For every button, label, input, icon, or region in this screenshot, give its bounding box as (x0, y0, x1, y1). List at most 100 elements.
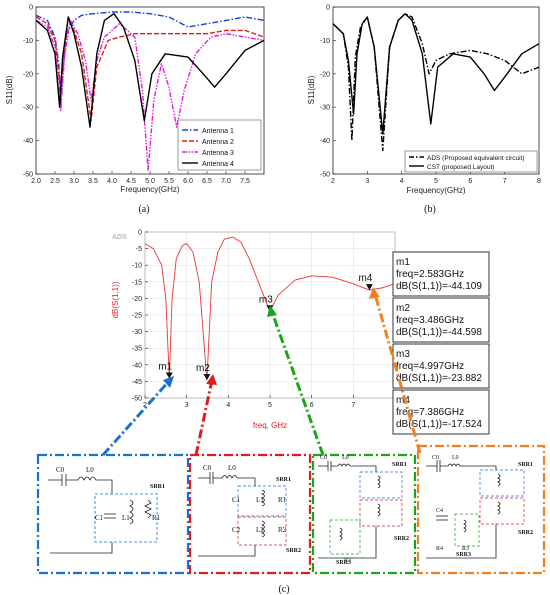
y-tick-label: -50 (320, 172, 330, 179)
x-tick-label: 2 (331, 178, 335, 185)
arrowhead-m3 (267, 305, 277, 317)
marker-label-m3: m3 (259, 294, 273, 305)
y-tick-label: -10 (132, 263, 142, 270)
series-line-2 (332, 13, 540, 135)
srr2-region-3 (359, 499, 403, 527)
connector-arrow-m2 (194, 379, 214, 456)
y-tick-label: -40 (23, 138, 33, 145)
legend-label-antenna-2: Antenna 2 (202, 139, 234, 146)
label-c0: C0 (56, 466, 65, 474)
x-tick-label: 3.0 (69, 178, 79, 185)
label-r1: R1 (152, 514, 161, 522)
panel-c-chart: ADS 23456780-5-10-15-20-25-30-35-40-45-5… (111, 230, 490, 435)
label-r3-3: R3 (344, 558, 351, 564)
marker-box-m4-db: dB(S(1,1))=-17.524 (396, 419, 482, 430)
label-l1: L1 (122, 514, 130, 522)
label-l0-3: L0 (342, 455, 349, 461)
inductor-l1-symbol-2 (260, 489, 265, 507)
arrowhead-m1 (163, 376, 174, 388)
circuit-box-2: C0 L0 SRR1 SRR2 C1 L1 R1 C2 L2 R2 (188, 453, 312, 575)
marker-label-m1: m1 (158, 361, 172, 372)
connector-arrow-m4 (373, 293, 422, 454)
circuit-box-3: C0 L0 SRR1 SRR2 SRR3 R3 (311, 453, 417, 575)
marker-triangle-m4 (365, 284, 373, 291)
marker-triangle-m1 (165, 372, 173, 379)
x-tick-label: 7.0 (221, 178, 231, 185)
series-line-1 (144, 236, 396, 381)
x-tick-label: 6 (468, 178, 472, 185)
marker-label-m2: m2 (196, 363, 210, 374)
x-tick-label: 7.5 (240, 178, 250, 185)
x-tick-label: 5 (268, 402, 272, 409)
x-tick-label: 5 (434, 178, 438, 185)
label-r2-2: R2 (278, 526, 287, 534)
label-c1-2: C1 (232, 496, 241, 504)
panel-a-ylabel: S11(dB) (5, 75, 14, 104)
y-tick-label: -15 (132, 279, 142, 286)
label-l0: L0 (86, 466, 94, 474)
x-tick-label: 6.0 (183, 178, 193, 185)
srr1-region (94, 493, 158, 543)
panel-b-legend-box (404, 150, 538, 173)
label-c0-3: C0 (320, 455, 327, 461)
label-srr2-4: SRR2 (518, 530, 533, 536)
series-line-3 (35, 19, 265, 172)
x-tick-label: 3 (185, 402, 189, 409)
x-tick-label: 2.0 (31, 178, 41, 185)
circuit-box-1-frame (36, 453, 190, 575)
label-srr1-2: SRR1 (276, 477, 291, 483)
panel-a-xlabel: Frequency(GHz) (120, 185, 179, 194)
panel-b-xlabel: Frequency(GHz) (406, 186, 465, 195)
panel-b-legend: ADS (Proposed equivalent circuit) CST (p… (404, 150, 538, 173)
circuit-box-4: C0 L0 SRR1 SRR2 SRR3 C4 R4 R3 (416, 444, 546, 575)
x-tick-label: 6.5 (202, 178, 212, 185)
y-tick-label: -20 (320, 71, 330, 78)
marker-box-m2: m2 freq=3.486GHz dB(S(1,1))=-44.598 (392, 297, 490, 343)
y-tick-label: -5 (136, 246, 142, 253)
legend-label-antenna-3: Antenna 3 (202, 150, 234, 157)
marker-box-m3-name: m3 (396, 349, 410, 360)
marker-box-m1: m1 freq=2.583GHz dB(S(1,1))=-44.109 (392, 251, 490, 297)
marker-box-m4-name: m4 (396, 395, 410, 406)
panel-a-chart: 2.0 2.5 3.0 3.5 4.0 4.5 5.0 5.5 6.0 6.5 7.0 7.5 0 -10… (5, 5, 265, 215)
label-r4-4: R4 (436, 546, 443, 552)
inductor-l2-symbol-2 (260, 520, 265, 538)
marker-box-m2-db: dB(S(1,1))=-44.598 (396, 327, 482, 338)
label-c2-2: C2 (232, 526, 241, 534)
marker-box-m3: m3 freq=4.997GHz dB(S(1,1))=-23.882 (392, 343, 490, 389)
panel-c-ylabel: dB(S(1,1)) (111, 281, 120, 318)
connector-arrow-m3 (270, 311, 325, 456)
y-tick-label: 0 (29, 5, 33, 12)
y-tick-label: -50 (23, 172, 33, 179)
x-tick-label: 6 (310, 402, 314, 409)
marker-box-m1-freq: freq=2.583GHz (396, 269, 464, 280)
y-tick-label: -25 (132, 313, 142, 320)
resistor-r1-symbol (144, 499, 152, 519)
x-tick-label: 7 (351, 402, 355, 409)
x-tick-label: 2.5 (50, 178, 60, 185)
x-tick-label: 3 (365, 178, 369, 185)
label-r3-4: R3 (462, 546, 469, 552)
arrowhead-m4 (369, 287, 380, 299)
label-l1-2: L1 (256, 496, 264, 504)
label-c0-4: C0 (432, 455, 439, 461)
inductor-l1-symbol (129, 499, 134, 525)
series-line-1 (35, 11, 265, 108)
panel-b-plot-frame (332, 6, 540, 175)
circuit-box-2-frame (188, 453, 312, 575)
label-l2-2: L2 (256, 526, 264, 534)
panel-a-legend-box (177, 119, 262, 171)
y-tick-label: -45 (132, 379, 142, 386)
label-srr2-2: SRR2 (286, 548, 301, 554)
circuit-box-3-frame (311, 453, 417, 575)
y-tick-label: -30 (320, 105, 330, 112)
marker-box-m1-name: m1 (396, 257, 410, 268)
caption-c: (c) (278, 584, 289, 595)
srr1-region-2 (237, 485, 287, 517)
legend-label-ads: ADS (Proposed equivalent circuit) (427, 155, 525, 162)
srr2-region-4 (479, 497, 525, 525)
marker-label-m4: m4 (358, 273, 372, 284)
y-tick-label: -20 (132, 296, 142, 303)
panel-b-chart: 2 3 4 5 6 7 8 0 -10 -20 -30 -40 -50 Frequency(GHz) S… (307, 5, 541, 216)
